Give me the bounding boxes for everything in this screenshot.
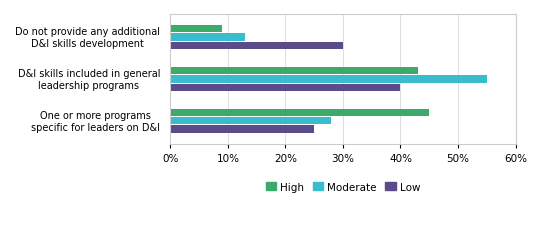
Legend: High, Moderate, Low: High, Moderate, Low [262, 178, 424, 196]
Bar [170, 84, 401, 92]
Bar [170, 68, 418, 75]
Bar [170, 126, 314, 133]
Bar [170, 76, 487, 83]
Bar [170, 118, 332, 125]
Bar [170, 42, 343, 50]
Bar [170, 34, 245, 42]
Bar [170, 26, 222, 33]
Bar [170, 109, 429, 117]
